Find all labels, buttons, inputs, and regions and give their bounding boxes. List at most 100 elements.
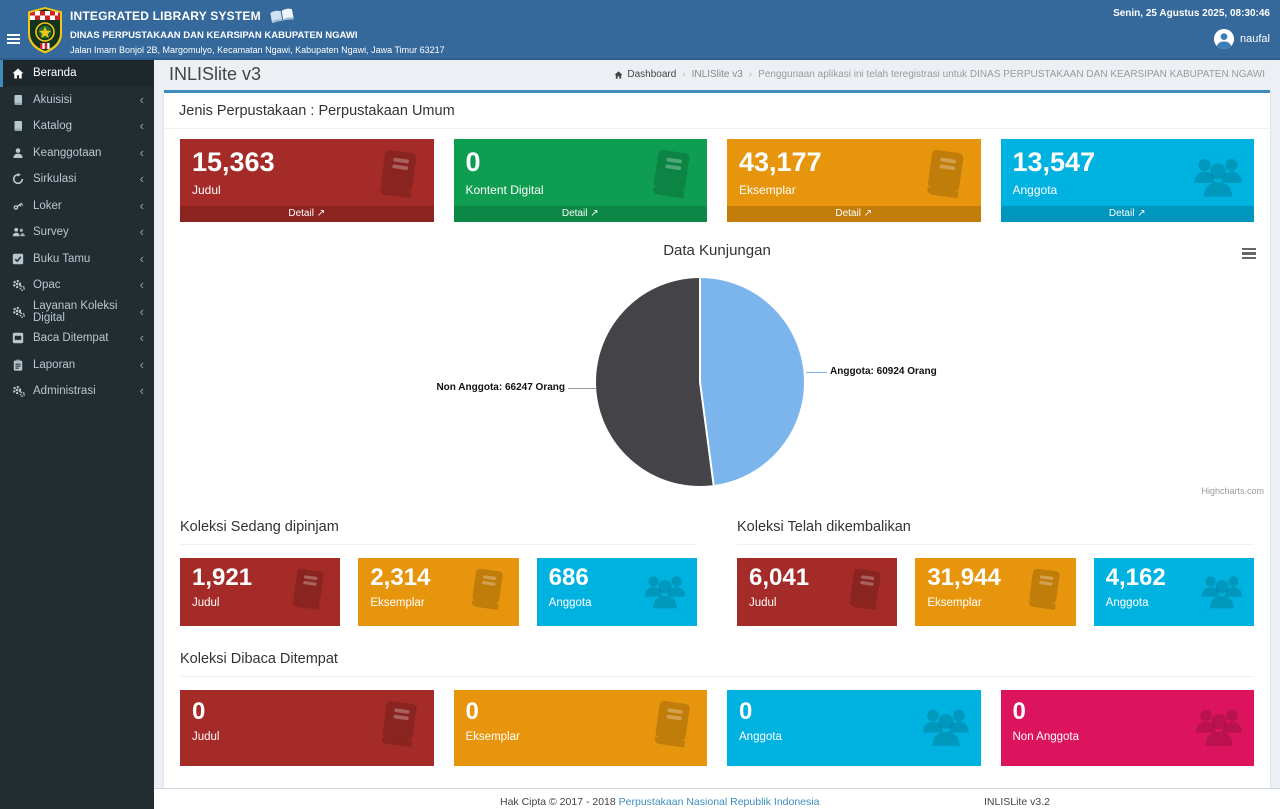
- main-content: INLISlite v3 Dashboard › INLISlite v3 › …: [154, 60, 1280, 809]
- card-value: 0: [1012, 697, 1026, 725]
- breadcrumb-inlislite[interactable]: INLISlite v3: [691, 69, 743, 81]
- sidebar-item-layanan-koleksi-digital[interactable]: Layanan Koleksi Digital ‹: [0, 299, 154, 326]
- card-label: Non Anggota: [1012, 731, 1080, 744]
- sidebar-item-sirkulasi[interactable]: Sirkulasi ‹: [0, 166, 154, 193]
- card-eksemplar: 43,177 Eksemplar Detail ↗: [727, 138, 981, 222]
- visits-chart: Data Kunjungan Non Anggota: 66247 Orang …: [164, 236, 1270, 506]
- chevron-left-icon: ‹: [139, 250, 144, 266]
- card-label: Anggota: [1105, 597, 1149, 610]
- external-link-icon: ↗: [590, 207, 599, 219]
- book-icon: [1028, 568, 1060, 610]
- chevron-left-icon: ‹: [139, 277, 144, 293]
- loan-sections: Koleksi Sedang dipinjam 1,921 Judul 2,31…: [180, 512, 1254, 630]
- sidebar-item-katalog[interactable]: Katalog ‹: [0, 113, 154, 140]
- detail-link[interactable]: Detail ↗: [453, 205, 707, 222]
- book-icon: [293, 568, 324, 610]
- sidebar-item-loker[interactable]: Loker ‹: [0, 193, 154, 220]
- report-icon: [12, 359, 25, 371]
- home-icon: [614, 71, 623, 79]
- card-value: 13,547: [1012, 146, 1096, 177]
- card-value: 31,944: [927, 563, 1001, 591]
- external-link-icon: ↗: [1137, 207, 1146, 219]
- brand-block: INTEGRATED LIBRARY SYSTEM DINAS PERPUSTA…: [70, 8, 445, 55]
- card-value: 15,363: [192, 146, 275, 177]
- card-borrowed-eksemplar: 2,314 Eksemplar: [358, 557, 519, 630]
- reading-icon: [12, 332, 25, 344]
- ngawi-regency-logo: [28, 7, 62, 54]
- chevron-left-icon: ‹: [139, 303, 144, 319]
- card-label: Anggota: [739, 731, 782, 744]
- highcharts-credit[interactable]: Highcharts.com: [1201, 485, 1264, 496]
- section-heading: Koleksi Dibaca Ditempat: [180, 644, 1254, 677]
- detail-link[interactable]: Detail ↗: [1000, 205, 1254, 222]
- detail-link[interactable]: Detail ↗: [180, 205, 434, 222]
- current-datetime: Senin, 25 Agustus 2025, 08:30:46: [1113, 8, 1270, 19]
- user-icon: [12, 147, 25, 159]
- external-link-icon: ↗: [863, 207, 873, 219]
- check-square-icon: [12, 253, 25, 265]
- card-label: Eksemplar: [465, 731, 520, 744]
- pie-label-non-anggota: Non Anggota: 66247 Orang: [436, 381, 565, 393]
- sidebar-item-buku-tamu[interactable]: Buku Tamu ‹: [0, 246, 154, 273]
- chevron-left-icon: ‹: [139, 118, 144, 134]
- sidebar-nav: Beranda Akuisisi ‹ Katalog ‹ Keanggotaan ‹ …: [0, 60, 154, 809]
- book-icon: [850, 568, 881, 610]
- book-icon: [379, 149, 416, 199]
- card-borrowed-anggota: 686 Anggota: [536, 557, 697, 630]
- card-label: Eksemplar: [927, 597, 982, 610]
- sidebar-item-administrasi[interactable]: Administrasi ‹: [0, 378, 154, 405]
- open-book-icon: [269, 8, 295, 26]
- pnri-link[interactable]: Perpustakaan Nasional Republik Indonesia: [618, 795, 820, 808]
- sidebar-item-baca-ditempat[interactable]: Baca Ditempat ‹: [0, 325, 154, 352]
- section-inplace: Koleksi Dibaca Ditempat 0 Judul 0 Eksemp…: [180, 644, 1254, 788]
- pie-separator-1: [699, 277, 701, 382]
- card-inplace-non-anggota: 0 Non Anggota: [1000, 689, 1254, 770]
- card-value: 2,314: [370, 563, 431, 591]
- user-menu[interactable]: naufal: [1214, 29, 1270, 49]
- external-link-icon: ↗: [316, 207, 326, 219]
- card-label: Judul: [192, 183, 221, 198]
- breadcrumb-separator: ›: [748, 69, 753, 81]
- user-avatar: [1214, 29, 1235, 49]
- card-label: Kontent Digital: [465, 183, 544, 198]
- key-icon: [12, 200, 25, 212]
- detail-link[interactable]: Detail ↗: [727, 205, 981, 222]
- chevron-left-icon: ‹: [139, 224, 144, 240]
- page-title: INLISlite v3: [169, 64, 262, 85]
- card-value: 43,177: [739, 146, 822, 177]
- card-value: 0: [192, 697, 206, 725]
- card-value: 4,162: [1105, 563, 1166, 591]
- sidebar-item-laporan[interactable]: Laporan ‹: [0, 352, 154, 379]
- card-kontent-digital: 0 Kontent Digital Detail ↗: [453, 138, 707, 222]
- sidebar-item-beranda[interactable]: Beranda: [0, 60, 154, 87]
- pie-connector-right: [806, 371, 827, 374]
- book-icon: [381, 700, 417, 748]
- content-header: INLISlite v3 Dashboard › INLISlite v3 › …: [154, 60, 1280, 90]
- users-icon: [1194, 158, 1242, 197]
- card-value: 686: [548, 563, 589, 591]
- sidebar-item-akuisisi[interactable]: Akuisisi ‹: [0, 87, 154, 114]
- users-icon: [12, 226, 25, 238]
- sidebar-toggle-icon[interactable]: [7, 32, 20, 46]
- sidebar-item-survey[interactable]: Survey ‹: [0, 219, 154, 246]
- pie-connector-left: [568, 387, 596, 390]
- sidebar-item-keanggotaan[interactable]: Keanggotaan ‹: [0, 140, 154, 167]
- card-inplace-judul: 0 Judul: [180, 689, 434, 770]
- card-judul: 15,363 Judul Detail ↗: [180, 138, 434, 222]
- card-label: Judul: [749, 597, 777, 610]
- pie-label-anggota: Anggota: 60924 Orang: [830, 365, 937, 377]
- card-value: 0: [739, 697, 753, 725]
- card-label: Judul: [192, 731, 220, 744]
- card-value: 0: [465, 697, 479, 725]
- breadcrumb-dashboard[interactable]: Dashboard: [614, 69, 676, 80]
- users-icon: [1201, 576, 1243, 609]
- sidebar-item-opac[interactable]: Opac ‹: [0, 272, 154, 299]
- section-heading: Koleksi Sedang dipinjam: [180, 512, 697, 545]
- book-icon: [654, 700, 690, 748]
- book-icon: [926, 149, 963, 199]
- card-inplace-anggota: 0 Anggota: [727, 689, 981, 770]
- username: naufal: [1240, 33, 1270, 45]
- org-address: Jalan Imam Bonjol 2B, Margomulyo, Kecama…: [70, 45, 445, 55]
- chart-export-menu-icon[interactable]: [1240, 244, 1258, 264]
